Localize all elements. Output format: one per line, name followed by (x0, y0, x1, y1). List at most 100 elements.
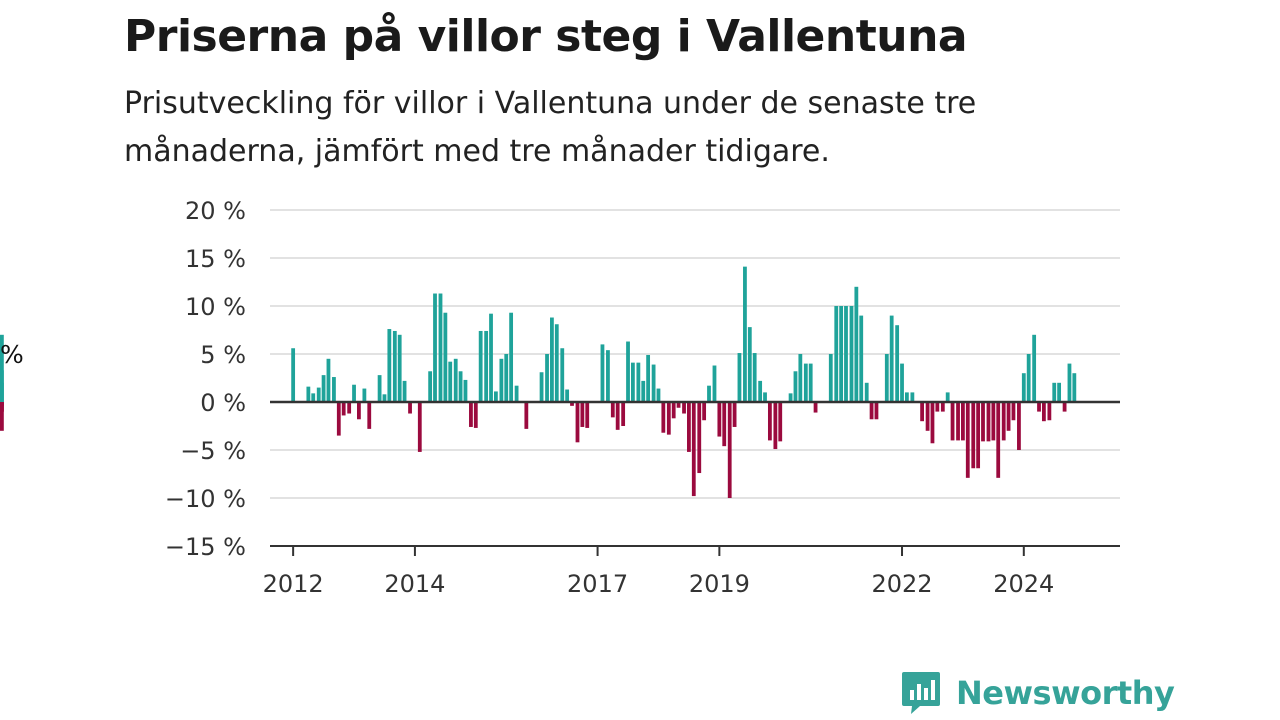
bar (743, 266, 747, 402)
bar (504, 354, 509, 402)
bar (925, 402, 930, 431)
bar (950, 402, 955, 441)
bar (357, 402, 361, 420)
bar (489, 313, 493, 402)
bar (417, 402, 422, 452)
bar (961, 402, 965, 441)
bar (580, 402, 585, 427)
bar (651, 364, 656, 402)
bar (1037, 402, 1041, 412)
bar (550, 317, 554, 402)
bar (732, 402, 737, 427)
bar (291, 348, 296, 402)
bar (971, 402, 976, 469)
bar (402, 380, 407, 402)
bar (0, 334, 4, 402)
bar (945, 392, 950, 402)
bar (443, 312, 448, 402)
bar (509, 312, 514, 402)
bar (682, 402, 686, 414)
bar (930, 402, 935, 444)
bar (600, 344, 605, 402)
bar-chart: 20 %15 %10 %5 %0 %−5 %−10 %−15 % 2012 201… (0, 197, 1120, 598)
x-tick-label: 2019 (689, 570, 750, 598)
bar (981, 402, 985, 442)
bar (1011, 402, 1016, 421)
bar (940, 402, 945, 412)
bar (316, 387, 321, 402)
bar (778, 402, 783, 442)
bar (904, 392, 909, 402)
bar (1062, 402, 1067, 412)
bar (494, 391, 498, 402)
bar (1026, 354, 1031, 402)
bar (661, 402, 666, 433)
bar (1057, 382, 1062, 402)
bar (377, 375, 382, 402)
bar (991, 402, 996, 441)
bar (606, 350, 610, 402)
bar (758, 380, 763, 402)
bar (636, 362, 641, 402)
bar (545, 354, 549, 402)
bar (514, 385, 519, 402)
bar (311, 393, 316, 402)
bar (859, 315, 864, 402)
bar (691, 402, 696, 497)
bar (976, 402, 981, 469)
y-tick-label: 15 % (185, 245, 246, 273)
bar (387, 329, 392, 402)
bar (630, 362, 635, 402)
bar (397, 334, 402, 402)
bar (570, 402, 574, 406)
y-tick-label: 20 % (185, 197, 246, 225)
bar (458, 371, 463, 402)
bar (895, 325, 900, 402)
bar (408, 402, 412, 414)
bar (935, 402, 940, 412)
bar (382, 394, 387, 402)
bar (808, 363, 813, 402)
bar (854, 286, 859, 402)
bar (641, 380, 646, 402)
bar (347, 402, 352, 414)
bar (1032, 334, 1037, 402)
bar (585, 402, 590, 428)
bar (839, 306, 844, 402)
bar (956, 402, 960, 441)
bar (920, 402, 925, 422)
bar (844, 306, 848, 402)
bar (910, 392, 915, 402)
bar (352, 384, 356, 402)
y-tick-label: −5 % (180, 437, 246, 465)
y-axis-ticks: 20 % 15 % 10 % 5 % 0 % −5 % −10 % −15 % (165, 197, 246, 561)
bar (874, 402, 879, 420)
page-title: Priserna på villor steg i Vallentuna (124, 11, 968, 62)
bar (341, 402, 346, 416)
bar (900, 363, 904, 402)
x-tick-label: 2012 (263, 570, 324, 598)
page-subtitle: Prisutveckling för villor i Vallentuna u… (124, 86, 977, 169)
bar (473, 402, 478, 428)
bar (986, 402, 991, 442)
bar (453, 358, 458, 402)
bar (707, 385, 711, 402)
bar (428, 371, 433, 402)
bars (0, 266, 1077, 498)
bar (747, 327, 752, 402)
bar (1006, 402, 1011, 431)
bar (0, 402, 4, 412)
bar (332, 377, 336, 402)
bar (656, 388, 661, 402)
y-tick-label: −10 % (165, 485, 246, 513)
x-tick-label: 2017 (567, 570, 628, 598)
bar (367, 402, 372, 429)
bar (798, 354, 803, 402)
bar (834, 306, 839, 402)
bar (499, 358, 504, 402)
bar (1052, 382, 1057, 402)
bar (712, 365, 717, 402)
x-tick-label: 2024 (993, 570, 1054, 598)
bar (803, 363, 808, 402)
bar (793, 371, 798, 402)
